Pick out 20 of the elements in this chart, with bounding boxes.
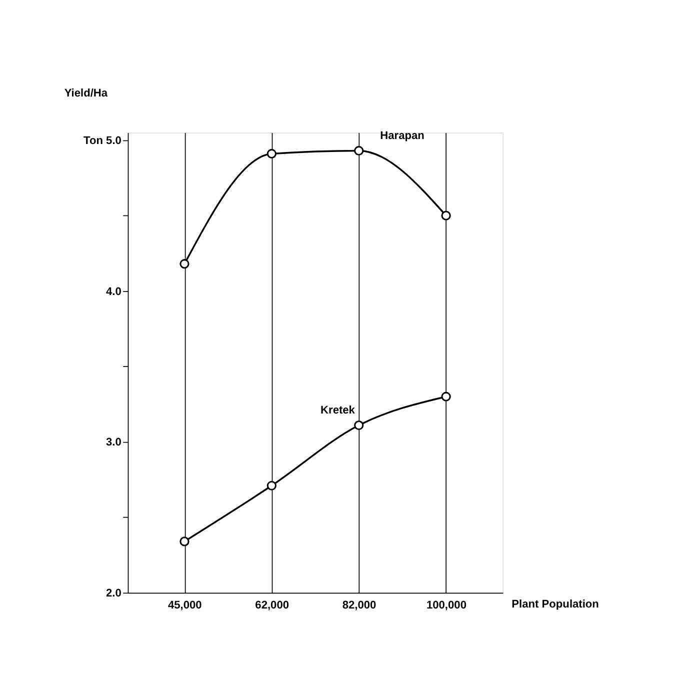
series-label: Harapan bbox=[380, 130, 425, 142]
point bbox=[354, 420, 364, 430]
y-tick-label: 3.0 bbox=[106, 436, 122, 449]
y-tick-label: 4.0 bbox=[106, 286, 122, 298]
x-axis-title: Plant Population bbox=[512, 598, 600, 611]
point bbox=[266, 148, 276, 159]
point bbox=[266, 480, 276, 490]
y-tick-label: Ton 5.0 bbox=[84, 134, 122, 147]
x-tick-label: 100,000 bbox=[426, 600, 466, 612]
x-tick-label: 82,000 bbox=[342, 600, 376, 612]
y-tick-label: 2.0 bbox=[106, 588, 122, 600]
point bbox=[441, 392, 451, 402]
x-tick-label: 62,000 bbox=[255, 600, 290, 612]
series-label: Kretek bbox=[320, 404, 356, 416]
point bbox=[354, 146, 364, 156]
x-tick-label: 45,000 bbox=[168, 600, 202, 612]
point bbox=[180, 259, 190, 269]
point bbox=[180, 536, 190, 546]
point bbox=[441, 210, 451, 220]
y-axis-title: Yield/Ha bbox=[64, 87, 108, 100]
